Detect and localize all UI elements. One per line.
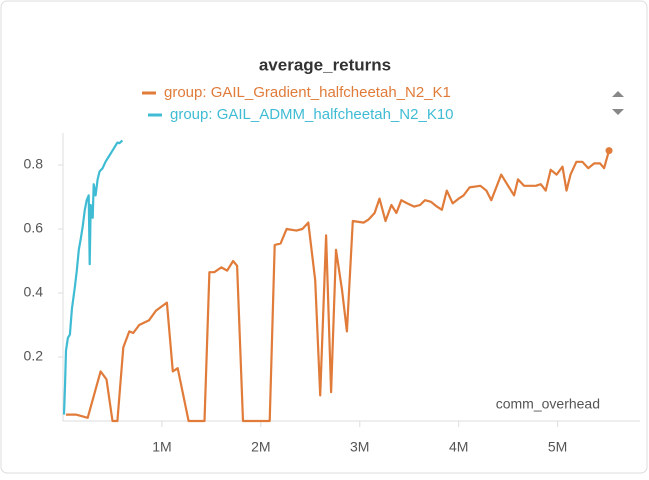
- end-point: [605, 147, 613, 155]
- chart-title: average_returns: [259, 55, 391, 74]
- y-tick-label: 0.8: [24, 156, 44, 172]
- x-tick-label: 5M: [548, 439, 567, 455]
- y-tick-label: 0.4: [24, 284, 44, 300]
- legend-scroll[interactable]: [612, 91, 624, 115]
- y-tick-label: 0.6: [24, 220, 44, 236]
- x-tick-label: 3M: [350, 439, 369, 455]
- x-axis-label: comm_overhead: [496, 396, 600, 412]
- series-line: [66, 150, 611, 423]
- x-tick-label: 1M: [152, 439, 171, 455]
- x-tick-label: 2M: [251, 439, 270, 455]
- x-tick-label: 4M: [449, 439, 468, 455]
- legend-label: group: GAIL_Gradient_halfcheetah_N2_K1: [164, 84, 451, 101]
- legend-label: group: GAIL_ADMM_halfcheetah_N2_K10: [170, 106, 454, 123]
- series-line: [62, 139, 124, 415]
- y-tick-label: 0.2: [24, 348, 44, 364]
